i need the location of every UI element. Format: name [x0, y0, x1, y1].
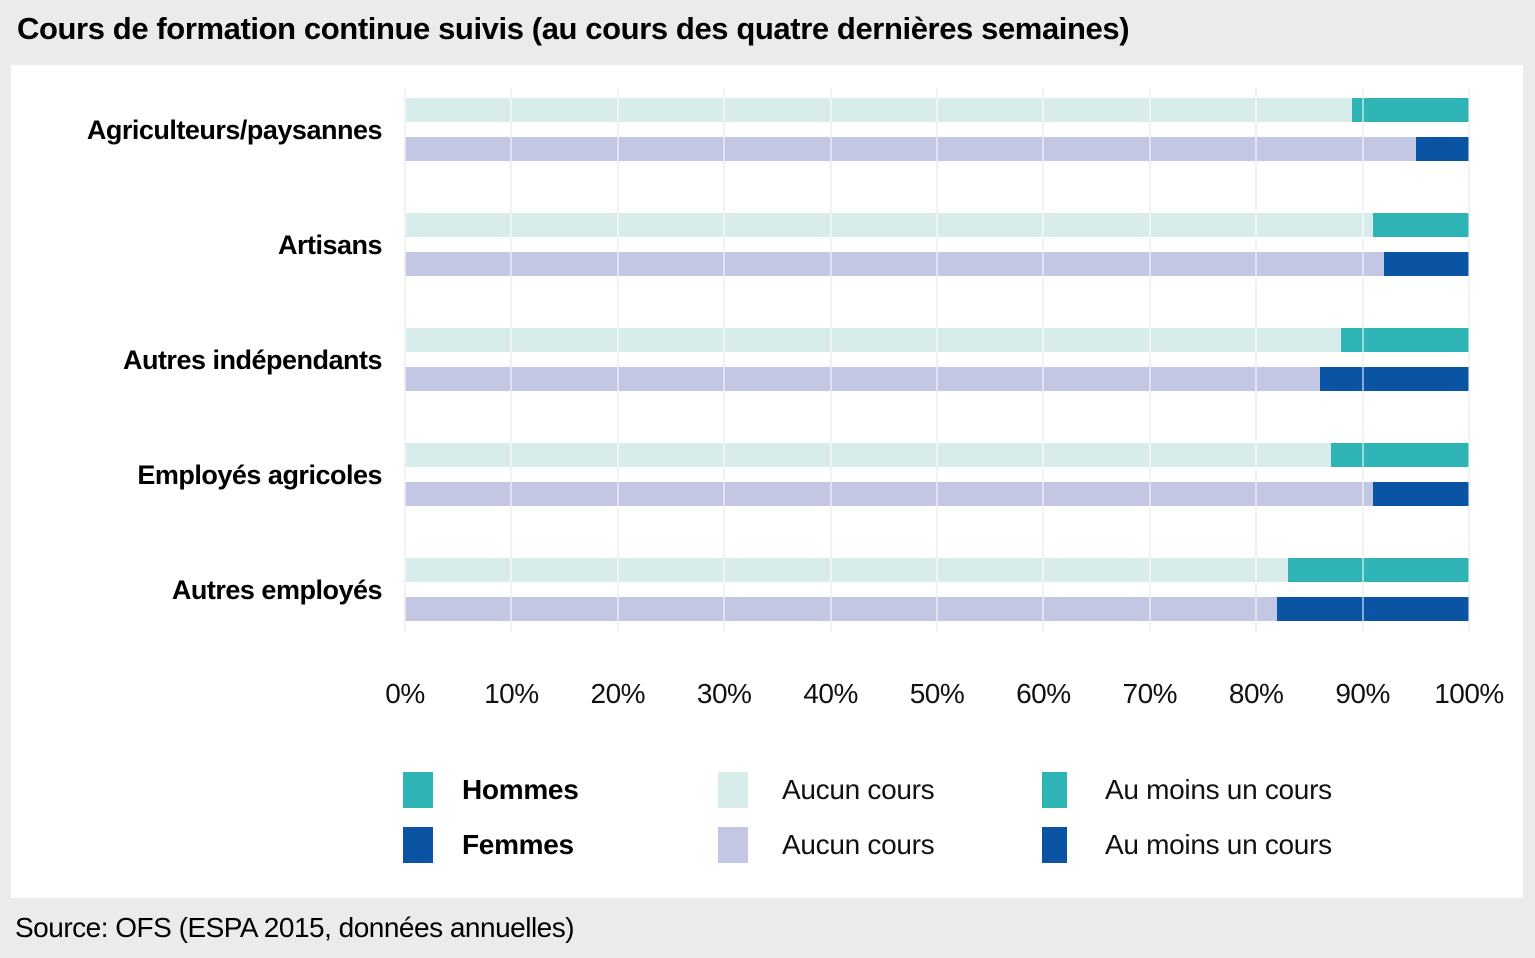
x-tick-label-90%: 90%: [1335, 678, 1390, 709]
legend-swatch-aumoins-femmes: [1042, 827, 1067, 863]
x-tick-label-70%: 70%: [1122, 678, 1178, 709]
gridline-overlay-90%: [1361, 88, 1364, 632]
x-tick-label-60%: 60%: [1016, 678, 1071, 709]
gridline-overlay-60%: [1042, 88, 1045, 632]
legend-swatch-femmes: [403, 827, 433, 863]
plot-area: 0% 10% 20% 30% 40% 50% 60% 70% 80% 90% 100%: [385, 88, 1504, 709]
bar-segment: [405, 597, 1278, 621]
gridline-overlay-10%: [510, 88, 513, 632]
bar-segment: [1288, 558, 1469, 582]
legend-label-aumoins-femmes: Au moins un cours: [1105, 829, 1332, 860]
legend-label-aucun-hommes: Aucun cours: [782, 774, 935, 805]
legend-swatch-aumoins-hommes: [1042, 772, 1067, 808]
bar-segment: [1373, 482, 1469, 506]
gridline-overlay-100%: [1468, 88, 1470, 632]
title-bar: Cours de formation continue suivis (au c…: [0, 0, 1535, 65]
footer: Source: OFS (ESPA 2015, données annuelle…: [0, 898, 1535, 958]
bar-femmes-1: [405, 252, 1469, 276]
x-tick-label-80%: 80%: [1228, 678, 1284, 709]
bar-segment: [405, 558, 1289, 582]
x-tick-label-0%: 0%: [385, 678, 425, 709]
bar-hommes-2: [405, 328, 1469, 352]
bar-segment: [405, 328, 1342, 352]
x-tick-label-20%: 20%: [590, 678, 646, 709]
bar-segment: [1373, 213, 1469, 237]
chart-panel: 0% 10% 20% 30% 40% 50% 60% 70% 80% 90% 100% Agricu…: [11, 65, 1523, 898]
x-tick-label-100%: 100%: [1434, 678, 1504, 709]
chart-title: Cours de formation continue suivis (au c…: [17, 11, 1130, 46]
bar-femmes-2: [405, 367, 1469, 391]
gridline-overlay-0%: [404, 88, 406, 632]
bar-femmes-0: [405, 137, 1469, 161]
x-tick-label-50%: 50%: [909, 678, 965, 709]
category-label-1: Artisans: [277, 229, 383, 260]
bar-femmes-4: [405, 597, 1469, 621]
legend-label-femmes: Femmes: [462, 829, 574, 860]
bar-segment: [1277, 597, 1469, 621]
bar-segment: [405, 367, 1321, 391]
source-text: Source: OFS (ESPA 2015, données annuelle…: [15, 912, 575, 943]
category-label-2: Autres indépendants: [122, 344, 383, 375]
bar-segment: [1330, 443, 1469, 467]
bar-segment: [1341, 328, 1469, 352]
bar-segment: [405, 252, 1384, 276]
bar-segment: [1351, 98, 1469, 122]
legend-swatch-aucun-femmes: [718, 827, 748, 863]
bar-segment: [1383, 252, 1469, 276]
legend-swatch-aucun-hommes: [718, 772, 748, 808]
bar-hommes-3: [405, 443, 1469, 467]
bar-segment: [405, 137, 1416, 161]
gridline-overlay-40%: [829, 88, 832, 632]
bar-segment: [405, 98, 1352, 122]
category-label-3: Employés agricoles: [137, 459, 382, 490]
legend-label-hommes: Hommes: [462, 774, 579, 805]
bar-segment: [405, 213, 1374, 237]
bar-hommes-4: [405, 558, 1469, 582]
bar-segment: [405, 482, 1374, 506]
x-tick-label-10%: 10%: [484, 678, 539, 709]
gridline-overlay-30%: [723, 88, 726, 632]
bar-hommes-0: [405, 98, 1469, 122]
gridline-overlay-80%: [1255, 88, 1258, 632]
legend-swatch-hommes: [403, 772, 433, 808]
gridline-overlay-20%: [616, 88, 619, 632]
x-tick-label-30%: 30%: [696, 678, 752, 709]
bar-segment: [1415, 137, 1469, 161]
category-label-0: Agriculteurs/paysannes: [86, 114, 383, 145]
legend-label-aucun-femmes: Aucun cours: [782, 829, 935, 860]
bar-femmes-3: [405, 482, 1469, 506]
gridline-overlay-70%: [1148, 88, 1151, 632]
bar-segment: [405, 443, 1331, 467]
category-label-4: Autres employés: [171, 574, 383, 605]
gridline-overlay-50%: [936, 88, 938, 632]
x-tick-label-40%: 40%: [803, 678, 858, 709]
bar-segment: [1320, 367, 1469, 391]
bar-hommes-1: [405, 213, 1469, 237]
legend-label-aumoins-hommes: Au moins un cours: [1105, 774, 1332, 805]
